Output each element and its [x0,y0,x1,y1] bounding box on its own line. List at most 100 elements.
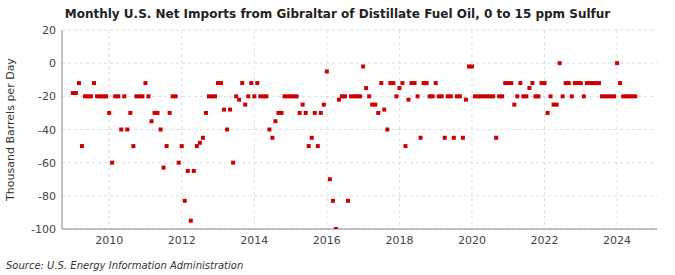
x-tick-label: 2022 [531,234,559,247]
point [119,128,123,132]
point [509,81,513,85]
point [491,94,495,98]
point [536,94,540,98]
point [116,94,120,98]
point [146,94,150,98]
point [579,81,583,85]
point [615,61,619,65]
point [213,94,217,98]
grid-line-y [62,129,657,130]
y-tick-label: -60 [38,157,56,170]
point [419,136,423,140]
point [228,108,232,112]
point [379,81,383,85]
y-tick-label: -100 [31,223,56,236]
point [174,94,178,98]
point [267,128,271,132]
point [107,111,111,115]
point [633,94,637,98]
y-tick-label: -80 [38,190,56,203]
x-tick-label: 2012 [168,234,196,247]
point [343,94,347,98]
point [443,136,447,140]
point [104,94,108,98]
point [177,161,181,165]
x-tick-label: 2024 [603,234,631,247]
point [270,136,274,140]
point [325,69,329,73]
point [301,103,305,107]
point [304,111,308,115]
point [310,136,314,140]
grid-line-x [471,30,472,229]
point [582,94,586,98]
point [219,81,223,85]
point [361,64,365,68]
point [249,81,253,85]
point [515,94,519,98]
point [440,94,444,98]
point [385,128,389,132]
point [403,144,407,148]
point [382,108,386,112]
point [316,144,320,148]
point [406,98,410,102]
point [524,94,528,98]
point [168,111,172,115]
point [162,166,166,170]
point [222,108,226,112]
point [470,64,474,68]
grid-line-x [399,30,400,229]
point [183,199,187,203]
grid-line-y [62,30,657,31]
grid-line-y [62,63,657,64]
x-axis-line [62,229,657,230]
grid-line-y [62,162,657,163]
point [458,94,462,98]
grid-line-x [326,30,327,229]
point [264,94,268,98]
title: Monthly U.S. Net Imports from Gibraltar … [65,7,611,21]
point [295,94,299,98]
point [204,111,208,115]
point [246,94,250,98]
point [131,144,135,148]
point [416,94,420,98]
point [561,94,565,98]
point [449,94,453,98]
point [358,94,362,98]
grid-line-y [62,195,657,196]
point [567,81,571,85]
chart-container: Monthly U.S. Net Imports from Gibraltar … [0,0,675,275]
point [367,94,371,98]
point [273,119,277,123]
point [397,86,401,90]
y-tick-label: 20 [42,24,56,37]
point [201,136,205,140]
point [394,94,398,98]
point [434,81,438,85]
chart: Monthly U.S. Net Imports from Gibraltar … [0,0,675,275]
x-tick-label: 2016 [313,234,341,247]
point [376,111,380,115]
point [252,94,256,98]
point [530,81,534,85]
point [237,98,241,102]
point [279,111,283,115]
point [527,86,531,90]
point [125,128,129,132]
point [500,94,504,98]
grid-line-x [544,30,545,229]
point [331,199,335,203]
point [319,111,323,115]
point [189,219,193,223]
y-tick-label: 0 [49,57,56,70]
point [543,81,547,85]
points [71,61,637,229]
point [452,136,456,140]
axes: -100-80-60-40-20020201020122014201620182… [31,24,657,247]
point [373,103,377,107]
point [322,103,326,107]
point [150,119,154,123]
grid [62,30,657,229]
